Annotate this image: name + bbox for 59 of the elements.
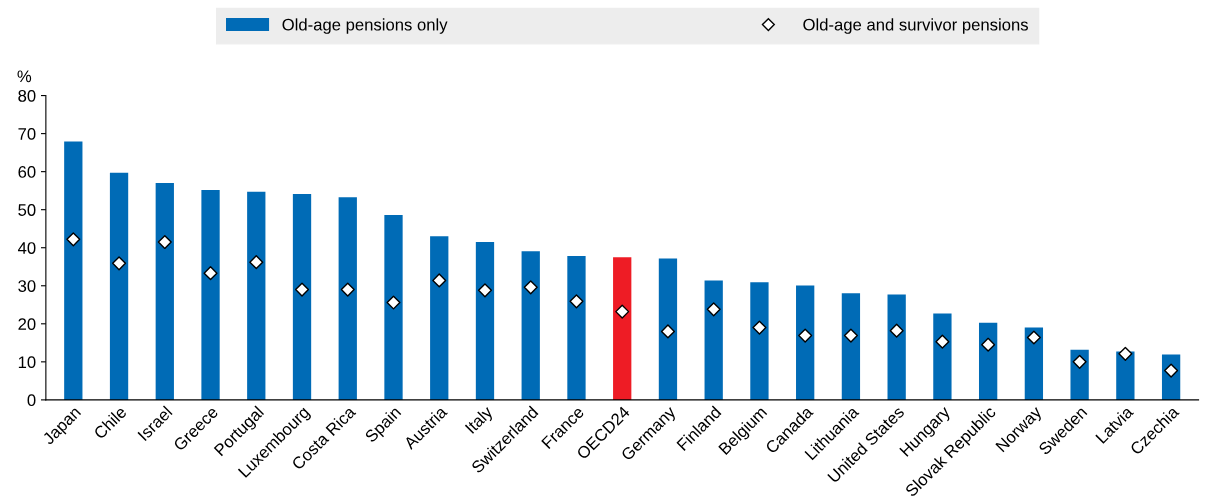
point (615, 304, 630, 319)
point (935, 334, 950, 349)
point (111, 256, 127, 271)
bar (475, 242, 495, 400)
point (1026, 330, 1041, 345)
point (569, 294, 584, 309)
bar (796, 285, 815, 400)
point (386, 295, 401, 310)
bar (567, 256, 586, 400)
bar (521, 251, 540, 400)
bar (292, 194, 312, 400)
point (66, 232, 81, 247)
point (798, 328, 813, 343)
point (477, 283, 493, 298)
bar (704, 280, 723, 400)
point (1072, 354, 1087, 369)
y-tick-label: 0 (27, 394, 36, 407)
point (157, 234, 172, 250)
point (1118, 346, 1133, 361)
point (523, 280, 538, 295)
y-tick-label: 50 (18, 204, 36, 216)
bar (613, 257, 632, 400)
bar (887, 294, 906, 400)
bar (430, 236, 449, 400)
y-tick-label: 60 (18, 166, 36, 178)
bar (384, 215, 403, 400)
bar (155, 183, 174, 400)
point (889, 323, 904, 338)
bar (247, 191, 266, 400)
bar (933, 313, 952, 400)
point (981, 337, 996, 352)
bar (750, 282, 769, 400)
bar (109, 172, 129, 400)
point (340, 282, 355, 297)
bar (338, 197, 357, 400)
y-tick-label: 70 (18, 128, 36, 140)
bar (978, 322, 998, 400)
legend-label: Old-age and survivor pensions (803, 18, 1028, 34)
point (706, 302, 721, 317)
y-axis-title: % (17, 70, 32, 83)
legend-label: Old-age pensions only (282, 18, 448, 34)
point (294, 282, 310, 297)
y-tick-label: 20 (18, 318, 36, 331)
y-tick-label: 80 (18, 89, 36, 102)
bar (1116, 351, 1135, 400)
point (249, 255, 264, 270)
point (752, 320, 767, 335)
y-tick-label: 40 (17, 242, 36, 254)
bar (64, 141, 83, 400)
point (203, 266, 218, 281)
point (843, 328, 858, 343)
point (432, 273, 447, 288)
point (660, 324, 676, 339)
bar (841, 293, 861, 400)
bar (1024, 327, 1044, 400)
bar (201, 189, 220, 400)
bar (658, 258, 678, 400)
y-tick-label: 30 (18, 280, 36, 292)
y-tick-label: 10 (18, 356, 36, 369)
